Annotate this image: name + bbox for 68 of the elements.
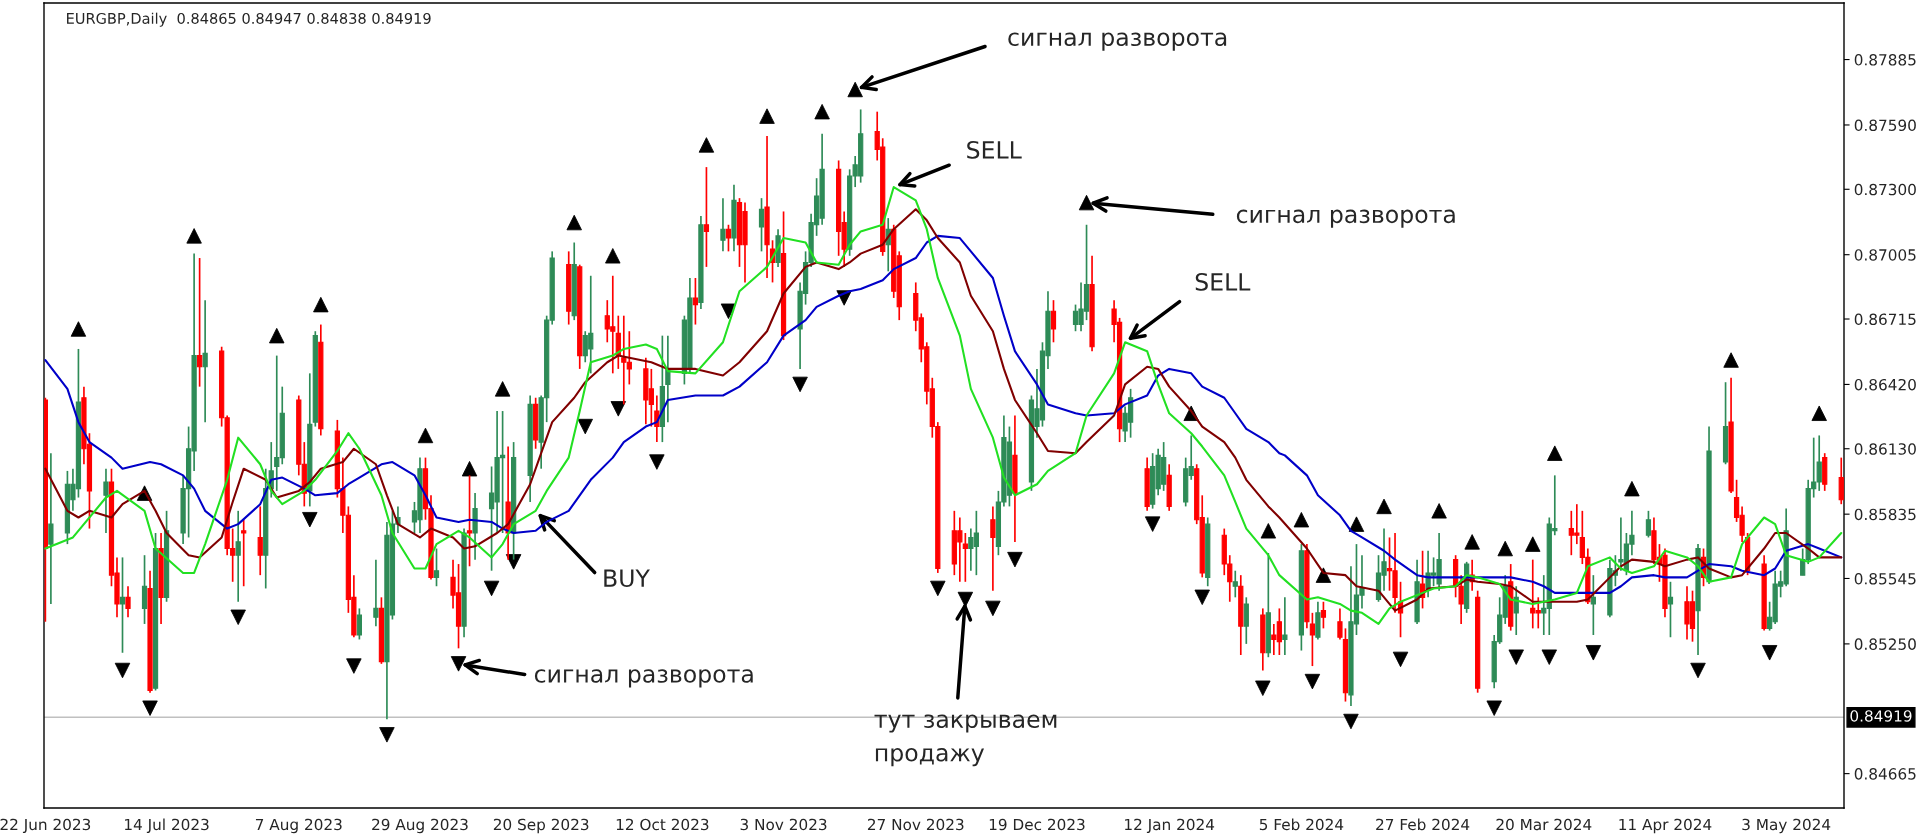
x-tick-label: 20 Mar 2024 bbox=[1496, 818, 1592, 831]
candlestick bbox=[1282, 596, 1288, 656]
candlestick bbox=[241, 518, 247, 588]
candlestick bbox=[197, 257, 203, 388]
candlestick bbox=[962, 532, 968, 583]
annotation: сигнал разворота bbox=[534, 669, 753, 688]
x-tick-label: 3 May 2024 bbox=[1742, 818, 1831, 834]
candlestick bbox=[202, 299, 208, 423]
x-tick-label: 3 Nov 2023 bbox=[740, 818, 827, 831]
x-tick-label: 20 Sep 2023 bbox=[493, 818, 589, 834]
annotation: SELL bbox=[967, 140, 1022, 159]
y-tick-label: 0.87590 bbox=[1854, 119, 1916, 131]
candlestick bbox=[1337, 607, 1343, 641]
candlestick bbox=[1645, 510, 1652, 539]
y-tick-label: 0.85835 bbox=[1854, 508, 1916, 521]
x-tick-label: 14 Jul 2023 bbox=[125, 818, 209, 834]
candlestick bbox=[1590, 574, 1596, 636]
x-tick-label: 19 Dec 2023 bbox=[989, 818, 1085, 831]
annotation: сигнал разворота bbox=[1236, 209, 1455, 228]
candlestick bbox=[990, 505, 996, 592]
candlestick bbox=[1320, 600, 1327, 630]
candlestick bbox=[1309, 612, 1316, 667]
candlestick bbox=[257, 505, 263, 576]
candlestick bbox=[235, 510, 241, 603]
y-tick-label: 0.87885 bbox=[1854, 54, 1916, 66]
annotation: сигнал разворота bbox=[1008, 32, 1227, 51]
annotation: тут закрываем продажу bbox=[874, 714, 1057, 767]
candlestick bbox=[665, 334, 671, 423]
x-tick-label: 12 Jan 2024 bbox=[1125, 818, 1215, 834]
x-tick-label: 27 Nov 2023 bbox=[867, 818, 964, 831]
y-tick-label: 0.86420 bbox=[1854, 378, 1916, 391]
y-tick-label: 0.84665 bbox=[1854, 768, 1916, 780]
x-tick-label: 29 Aug 2023 bbox=[372, 818, 468, 834]
candlestick bbox=[1838, 456, 1844, 506]
candlestick bbox=[1232, 569, 1238, 599]
candlestick bbox=[433, 547, 440, 588]
x-tick-label: 27 Feb 2024 bbox=[1376, 818, 1470, 831]
x-tick-label: 11 Apr 2024 bbox=[1619, 818, 1712, 834]
candlestick bbox=[48, 452, 54, 605]
candlestick bbox=[703, 166, 710, 268]
candlestick bbox=[758, 197, 765, 253]
y-tick-label: 0.87005 bbox=[1854, 249, 1916, 261]
candlestick bbox=[103, 467, 109, 534]
candlestick bbox=[119, 556, 126, 654]
y-tick-label: 0.85250 bbox=[1854, 638, 1916, 650]
candlestick bbox=[373, 558, 379, 627]
x-tick-label: 22 Jun 2023 bbox=[0, 818, 91, 834]
y-tick-label: 0.87300 bbox=[1854, 183, 1916, 196]
x-tick-label: 7 Aug 2023 bbox=[255, 818, 342, 834]
candlestick bbox=[125, 585, 131, 619]
text: EURGBP,Daily 0.84865 0.84947 0.84838 0.84919 bbox=[67, 12, 431, 27]
x-tick-label: 12 Oct 2023 bbox=[616, 818, 709, 831]
annotation: SELL bbox=[1195, 272, 1251, 291]
x-tick-label: 5 Feb 2024 bbox=[1259, 818, 1344, 831]
y-tick-label: 0.86715 bbox=[1854, 313, 1916, 326]
candlestick bbox=[466, 474, 473, 568]
ref-line-label: 0.84919 bbox=[1850, 710, 1912, 722]
y-tick-label: 0.85545 bbox=[1854, 572, 1916, 585]
candlestick bbox=[720, 197, 726, 253]
candlestick bbox=[1667, 580, 1674, 639]
candlestick bbox=[356, 607, 362, 641]
annotation: BUY bbox=[604, 569, 650, 588]
candlestick bbox=[141, 554, 148, 625]
candlestick bbox=[1243, 596, 1249, 645]
candlestick bbox=[692, 277, 699, 326]
y-tick-label: 0.86130 bbox=[1854, 443, 1916, 455]
candlestick bbox=[1050, 299, 1057, 344]
candlestick bbox=[725, 223, 732, 253]
